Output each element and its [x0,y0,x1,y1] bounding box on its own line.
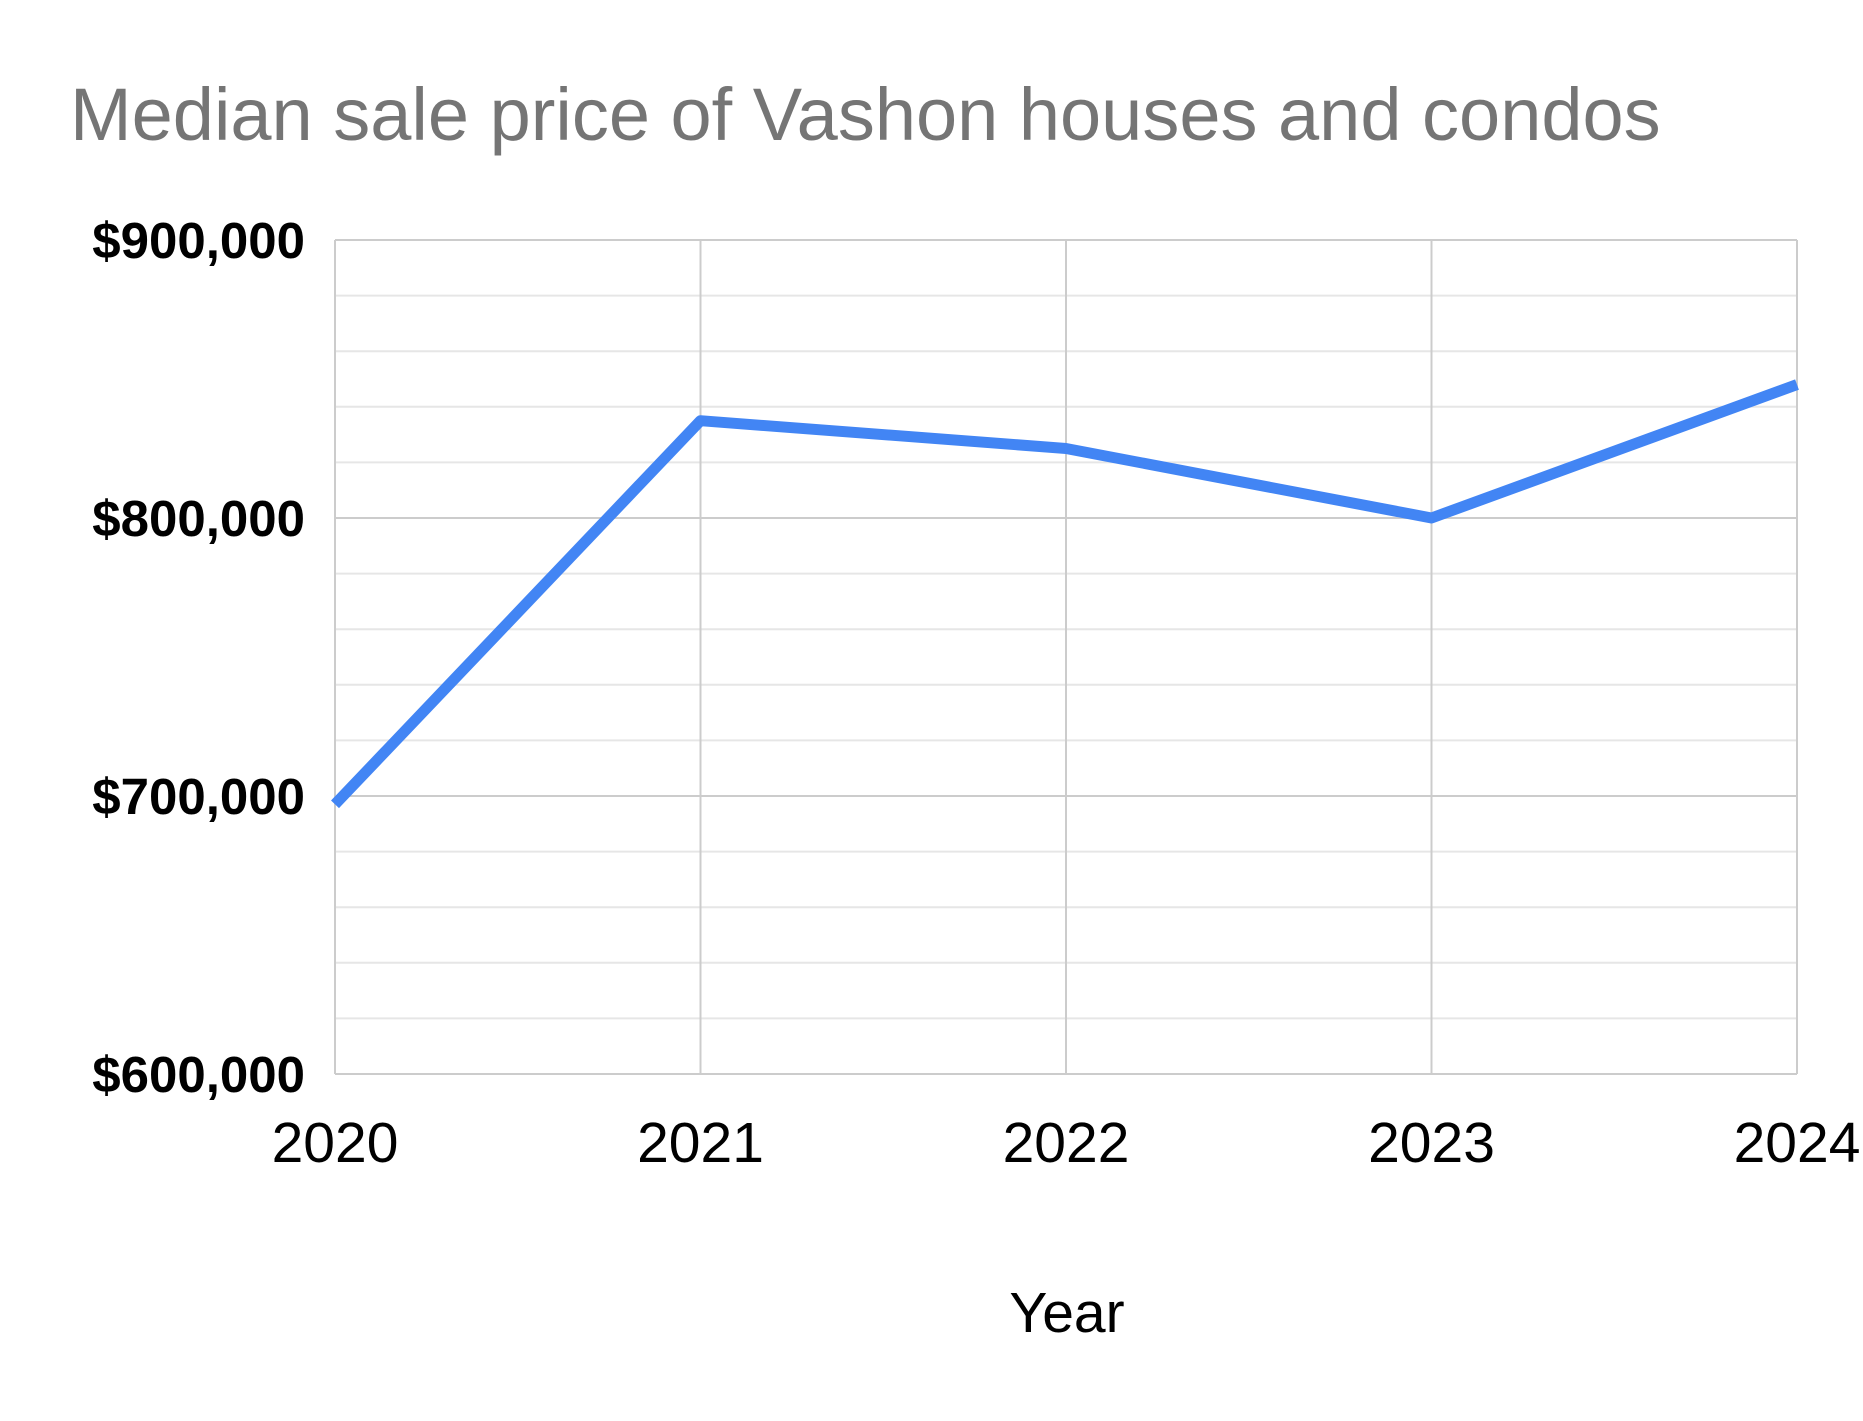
x-tick-label: 2022 [1003,1111,1130,1175]
series-line [331,379,1799,809]
x-tick-label: 2024 [1734,1111,1861,1175]
y-axis-tick-labels: $900,000 $800,000 $700,000 $600,000 [92,212,305,1103]
x-tick-label: 2021 [637,1111,764,1175]
chart-title: Median sale price of Vashon houses and c… [70,73,1661,156]
x-axis-title: Year [1009,1281,1124,1345]
y-tick-label: $800,000 [92,490,305,547]
y-tick-label: $600,000 [92,1046,305,1103]
x-tick-label: 2023 [1368,1111,1495,1175]
series-lines [331,379,1799,809]
y-tick-label: $900,000 [92,212,305,269]
gridlines [334,239,1798,1075]
y-tick-label: $700,000 [92,768,305,825]
x-tick-label: 2020 [272,1111,399,1175]
x-axis-tick-labels: 2020 2021 2022 2023 2024 [272,1111,1861,1175]
